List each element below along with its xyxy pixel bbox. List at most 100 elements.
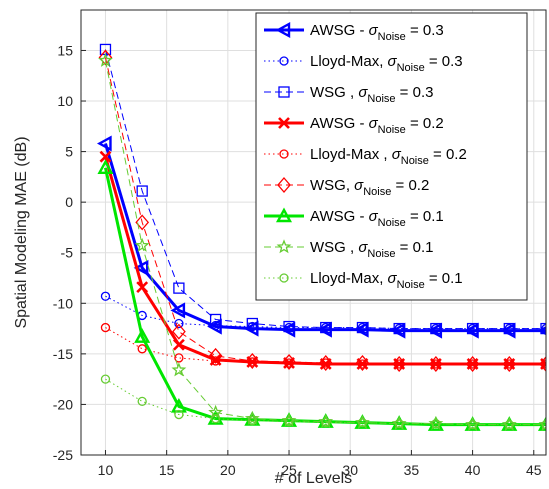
- y-tick-label: 15: [57, 42, 73, 58]
- data-point: [174, 409, 184, 420]
- legend-label-sigma: σ: [354, 177, 364, 194]
- data-point: [100, 374, 111, 384]
- data-point: [247, 415, 257, 426]
- data-point: [247, 321, 257, 332]
- legend-label-suffix: = 0.1: [396, 239, 434, 256]
- data-point: [172, 338, 185, 351]
- y-tick-label: 5: [65, 144, 73, 160]
- legend-item: AWSG - σNoise = 0.2: [264, 115, 444, 136]
- data-point: [210, 356, 221, 366]
- y-tick-label: -15: [53, 346, 73, 362]
- plot-series: [96, 43, 546, 431]
- legend-label-prefix: WSG,: [310, 177, 354, 194]
- data-point: [391, 415, 407, 430]
- series-line: [105, 378, 546, 426]
- x-tick-label: 20: [220, 462, 236, 478]
- x-tick-label: 30: [342, 462, 358, 478]
- legend-marker: [275, 207, 293, 223]
- y-tick-label: -5: [61, 245, 74, 261]
- data-point: [247, 357, 257, 367]
- legend-label-suffix: = 0.1: [425, 270, 463, 287]
- legend-label-suffix: = 0.2: [406, 115, 444, 132]
- legend-label-sigma: σ: [369, 208, 379, 225]
- x-tick-label: 15: [159, 462, 175, 478]
- data-point: [244, 410, 260, 425]
- y-tick-label: -20: [53, 396, 73, 412]
- data-point: [284, 416, 294, 427]
- data-point: [174, 353, 184, 363]
- legend-label-subscript: Noise: [367, 93, 395, 105]
- data-point: [320, 321, 332, 334]
- data-point: [136, 185, 148, 197]
- data-point: [97, 159, 114, 174]
- data-point: [171, 362, 187, 377]
- data-point: [541, 323, 546, 334]
- data-point: [281, 412, 297, 427]
- legend-item: AWSG - σNoise = 0.1: [264, 207, 444, 229]
- data-point: [282, 353, 296, 370]
- legend-label-suffix: = 0.3: [396, 84, 434, 101]
- x-tick-label: 40: [465, 462, 481, 478]
- legend-label-prefix: WSG ,: [310, 239, 358, 256]
- series-line: [104, 57, 546, 365]
- legend-label-suffix: = 0.2: [391, 177, 429, 194]
- y-tick-label: -10: [53, 295, 73, 311]
- legend-item: AWSG - σNoise = 0.3: [264, 21, 444, 43]
- y-tick-label: 0: [65, 194, 73, 210]
- legend-item: Lloyd-Max, σNoise = 0.3: [264, 53, 463, 74]
- legend-marker: [276, 239, 292, 254]
- y-tick-label: 10: [57, 93, 73, 109]
- data-point: [356, 321, 369, 334]
- data-point: [207, 410, 224, 425]
- data-point: [428, 415, 444, 430]
- legend-label-sigma: σ: [369, 115, 379, 132]
- legend-label-subscript: Noise: [378, 217, 406, 229]
- data-point: [134, 328, 151, 343]
- data-point: [210, 413, 221, 424]
- legend-item: WSG , σNoise = 0.3: [264, 84, 433, 105]
- legend-item: WSG , σNoise = 0.1: [264, 239, 433, 260]
- data-point: [210, 320, 221, 331]
- data-point: [134, 237, 150, 252]
- legend-label-prefix: Lloyd-Max,: [310, 270, 388, 287]
- data-point: [394, 418, 404, 429]
- legend-label-subscript: Noise: [397, 279, 425, 291]
- data-point: [355, 414, 370, 429]
- data-point: [321, 417, 331, 428]
- data-point: [430, 322, 442, 335]
- series-9: [100, 374, 546, 430]
- legend-label-subscript: Noise: [401, 155, 429, 167]
- data-point: [466, 322, 479, 335]
- data-point: [137, 344, 147, 354]
- data-point: [173, 282, 185, 294]
- legend-label: AWSG - σNoise = 0.1: [310, 208, 444, 229]
- legend-label: WSG , σNoise = 0.1: [310, 239, 433, 260]
- series-line: [104, 143, 546, 333]
- legend-label: Lloyd-Max , σNoise = 0.2: [310, 146, 467, 167]
- legend-label: WSG , σNoise = 0.3: [310, 84, 433, 105]
- data-point: [208, 347, 223, 364]
- data-point: [539, 355, 546, 372]
- data-point: [99, 150, 112, 163]
- data-point: [429, 355, 443, 372]
- x-tick-label: 25: [281, 462, 297, 478]
- data-point: [98, 49, 113, 66]
- plot-frame: [80, 9, 547, 456]
- data-point: [541, 420, 546, 430]
- data-point: [209, 313, 222, 326]
- data-point: [501, 416, 517, 431]
- data-point: [96, 135, 112, 152]
- legend-label-suffix: = 0.3: [406, 22, 444, 39]
- data-point: [504, 420, 514, 430]
- data-point: [283, 320, 295, 333]
- data-point: [318, 413, 334, 428]
- data-point: [540, 322, 546, 335]
- legend-label: WSG, σNoise = 0.2: [310, 177, 429, 198]
- data-point: [174, 318, 184, 329]
- data-point: [170, 302, 186, 319]
- legend-label-subscript: Noise: [363, 186, 391, 198]
- legend-label: Lloyd-Max, σNoise = 0.3: [310, 53, 463, 74]
- legend-label-suffix: = 0.2: [429, 146, 467, 163]
- data-point: [245, 352, 260, 369]
